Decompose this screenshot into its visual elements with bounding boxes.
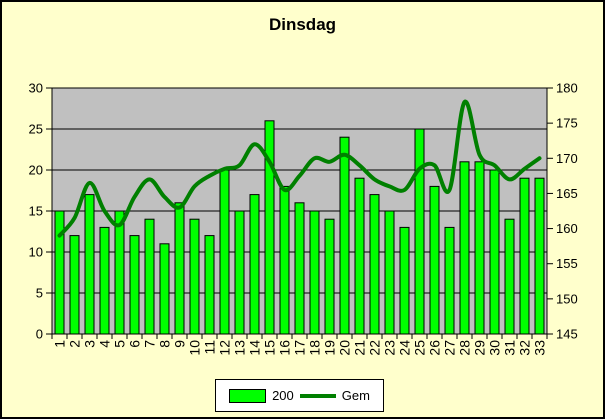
bar <box>324 218 335 335</box>
x-axis-label: 9 <box>172 340 188 348</box>
bar <box>444 226 455 335</box>
bar <box>189 218 200 335</box>
x-axis-label: 14 <box>247 340 263 356</box>
bar <box>249 194 260 335</box>
x-axis-label: 8 <box>157 340 173 348</box>
right-axis-label: 155 <box>556 256 578 271</box>
gem-line <box>57 99 542 238</box>
x-axis-label: 12 <box>217 340 233 356</box>
x-axis-label: 24 <box>397 340 413 356</box>
left-axis-label: 10 <box>29 245 43 260</box>
x-axis-label: 7 <box>142 340 158 348</box>
x-axis-label: 11 <box>202 340 218 355</box>
right-axis-label: 150 <box>556 291 578 306</box>
bar <box>159 243 170 335</box>
bar <box>99 226 110 335</box>
x-axis-label: 2 <box>67 340 83 348</box>
left-axis-label: 25 <box>29 122 43 137</box>
x-axis-label: 21 <box>352 340 368 356</box>
bar <box>384 210 395 335</box>
bar <box>144 218 155 335</box>
x-axis-label: 15 <box>262 340 278 356</box>
x-axis-label: 26 <box>427 340 443 356</box>
bar <box>114 210 125 335</box>
bar <box>69 235 80 335</box>
right-axis-label: 170 <box>556 151 578 166</box>
left-axis-label: 15 <box>29 204 43 219</box>
x-axis-label: 19 <box>322 340 338 356</box>
chart-title: Dinsdag <box>268 15 337 34</box>
x-axis-label: 28 <box>457 340 473 356</box>
x-axis-label: 3 <box>82 340 98 348</box>
x-axis-label: 31 <box>502 340 518 356</box>
x-axis-label: 25 <box>412 340 428 356</box>
bar <box>309 210 320 335</box>
x-axis-label: 33 <box>532 340 548 356</box>
bar <box>174 202 185 335</box>
bar <box>489 169 500 335</box>
bar <box>279 185 290 335</box>
x-axis-label: 10 <box>187 340 203 356</box>
right-axis-label: 145 <box>556 327 578 342</box>
plot-border <box>51 87 548 335</box>
bar <box>339 136 350 335</box>
left-axis-label: 20 <box>29 163 43 178</box>
bar <box>459 161 470 335</box>
bar <box>399 226 410 335</box>
right-axis-label: 165 <box>556 186 578 201</box>
x-axis-label: 5 <box>112 340 128 348</box>
x-axis-label: 30 <box>487 340 503 356</box>
bar <box>294 202 305 335</box>
x-axis-label: 6 <box>127 340 143 348</box>
bar <box>519 177 530 335</box>
bar <box>429 185 440 335</box>
legend-bar-swatch <box>229 388 267 403</box>
right-axis-label: 160 <box>556 221 578 236</box>
left-axis-label: 30 <box>29 81 43 96</box>
bar <box>264 120 275 335</box>
bar <box>369 194 380 335</box>
bar <box>354 177 365 335</box>
bar <box>534 177 545 335</box>
x-axis-label: 22 <box>367 340 383 356</box>
bar <box>234 210 245 335</box>
right-axis-label: 175 <box>556 116 578 131</box>
x-axis-label: 27 <box>442 340 458 356</box>
bar <box>414 128 425 335</box>
bar <box>504 218 515 335</box>
bar <box>129 235 140 335</box>
legend-line-swatch <box>299 393 336 398</box>
left-axis-label: 0 <box>36 327 43 342</box>
x-axis-label: 13 <box>232 340 248 356</box>
x-axis-label: 29 <box>472 340 488 356</box>
legend-line-label: Gem <box>341 388 370 403</box>
x-axis-label: 4 <box>97 340 113 348</box>
legend-bar-label: 200 <box>272 388 294 403</box>
x-axis-label: 18 <box>307 340 323 356</box>
bar <box>54 210 65 335</box>
bar <box>204 235 215 335</box>
x-axis-label: 23 <box>382 340 398 356</box>
right-axis-label: 180 <box>556 81 578 96</box>
bar <box>219 169 230 335</box>
x-axis-label: 16 <box>277 340 293 356</box>
x-axis-label: 1 <box>52 340 68 348</box>
x-axis-label: 32 <box>517 340 533 356</box>
bar <box>84 194 95 335</box>
x-axis-label: 17 <box>292 340 308 356</box>
bar <box>474 161 485 335</box>
x-axis-label: 20 <box>337 340 353 356</box>
left-axis-label: 5 <box>36 286 43 301</box>
legend: 200 Gem <box>215 379 384 412</box>
